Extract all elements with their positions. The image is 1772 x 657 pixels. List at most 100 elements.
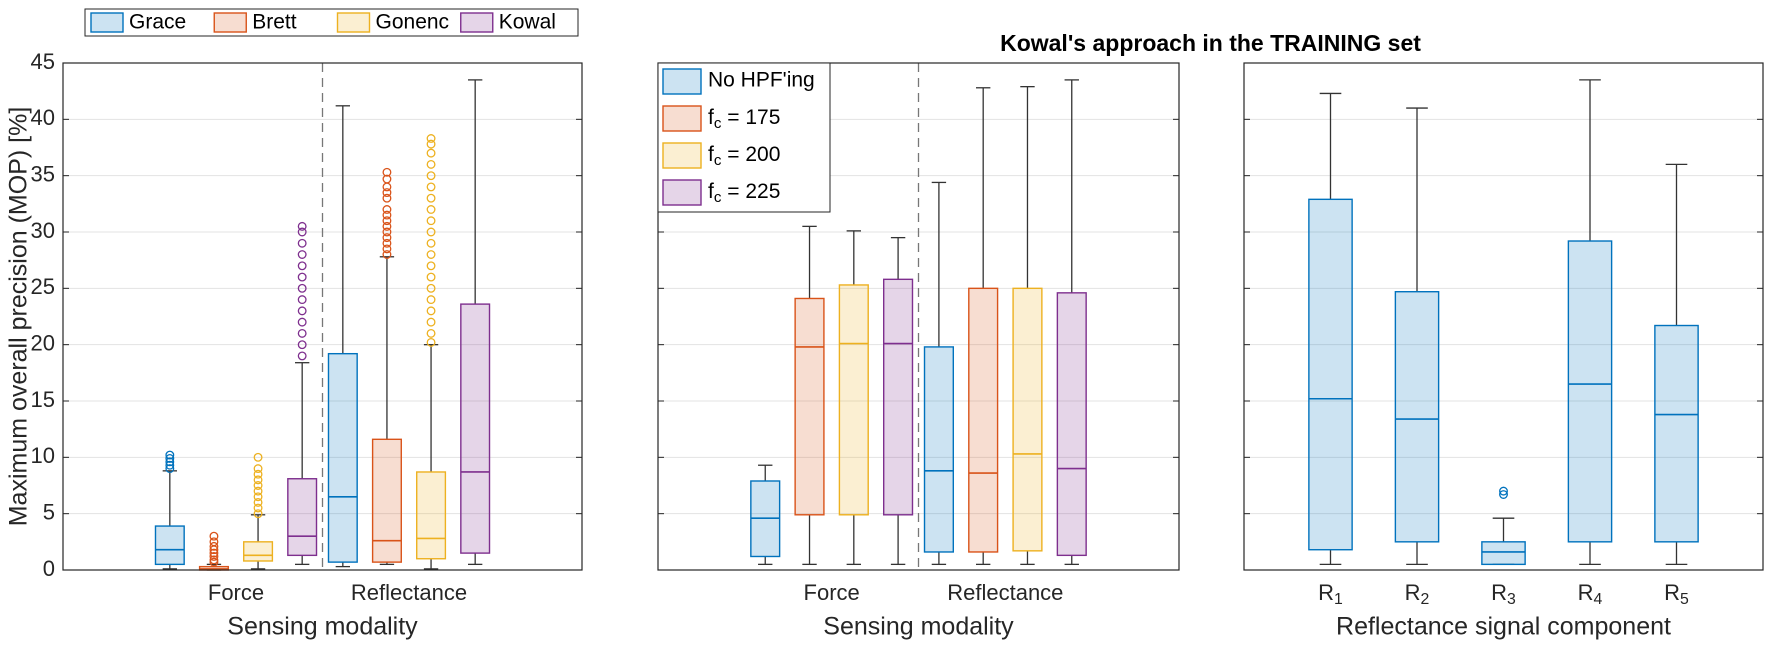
outlier (426, 337, 436, 347)
outlier (165, 450, 175, 460)
legend-label: Brett (252, 11, 297, 34)
outlier (426, 306, 436, 316)
outlier (253, 503, 263, 513)
outlier (297, 227, 307, 237)
x-tick-label: Reflectance (947, 580, 1063, 605)
outlier (297, 295, 307, 305)
legend-label: fc = 200 (708, 143, 780, 169)
y-tick-label: 45 (31, 49, 55, 74)
outlier (382, 227, 392, 237)
outlier (209, 555, 219, 565)
box (1308, 198, 1353, 551)
outlier (297, 306, 307, 316)
outlier (382, 238, 392, 248)
legend-swatch (662, 179, 702, 206)
outlier (1499, 486, 1508, 496)
outlier (426, 205, 436, 214)
outlier (426, 139, 436, 149)
outlier (297, 221, 307, 231)
outlier (426, 283, 436, 293)
y-tick-label: 25 (31, 274, 55, 299)
legend-swatch (662, 68, 702, 95)
outlier (426, 159, 436, 169)
legend-label: Kowal (499, 11, 556, 34)
outlier (209, 537, 219, 547)
x-axis-label: Sensing modality (823, 613, 1014, 641)
outlier (382, 250, 392, 259)
outlier (209, 548, 219, 558)
y-axis-label: Maximum overall precision (MOP) [%] (5, 107, 33, 527)
outlier (426, 171, 436, 181)
outlier (253, 509, 263, 519)
box (154, 525, 185, 566)
legend-swatch (336, 12, 371, 33)
outlier (297, 340, 307, 350)
outlier (382, 174, 392, 184)
axes-frame (62, 62, 583, 571)
x-tick-label: R3 (1491, 580, 1516, 608)
outlier (253, 481, 263, 490)
legend-label: Gonenc (376, 11, 450, 34)
outlier (382, 205, 392, 214)
axes-frame (657, 62, 1180, 571)
box (460, 303, 491, 554)
outlier (426, 134, 436, 143)
box (1567, 240, 1613, 543)
legend-label: Grace (129, 11, 186, 34)
box (968, 287, 999, 553)
box (327, 352, 358, 563)
box (416, 471, 447, 560)
outlier (1499, 490, 1508, 499)
chart-title: Kowal's approach in the TRAINING set (1000, 30, 1421, 56)
y-tick-label: 15 (31, 387, 55, 412)
outlier (426, 227, 436, 237)
outlier (382, 233, 392, 243)
legend-swatch (662, 105, 702, 132)
y-tick-label: 30 (31, 218, 55, 243)
x-tick-label: R1 (1318, 580, 1343, 608)
box (923, 346, 954, 553)
box (243, 541, 274, 562)
y-tick-label: 35 (31, 161, 55, 186)
outlier (253, 497, 263, 507)
outlier (382, 188, 392, 198)
outlier (165, 457, 175, 467)
legend-label: fc = 175 (708, 106, 780, 132)
outlier (382, 244, 392, 254)
box (1654, 324, 1699, 543)
box (883, 278, 914, 516)
x-axis-label: Sensing modality (227, 613, 418, 641)
outlier (426, 238, 436, 248)
box (371, 438, 402, 563)
box (838, 284, 869, 516)
legend-label: No HPF'ing (708, 69, 815, 92)
outlier (426, 328, 436, 338)
outlier (426, 261, 436, 271)
legend-box (84, 8, 579, 37)
outlier (426, 317, 436, 327)
y-tick-label: 0 (43, 556, 55, 581)
outlier (253, 469, 263, 479)
x-tick-label: R4 (1578, 580, 1603, 608)
outlier (297, 238, 307, 248)
outlier (253, 464, 263, 474)
x-tick-label: R2 (1405, 580, 1430, 608)
box (1481, 541, 1526, 566)
x-tick-label: Reflectance (351, 580, 467, 605)
y-tick-label: 40 (31, 105, 55, 130)
outlier (426, 193, 436, 203)
outlier (297, 261, 307, 271)
outlier (297, 272, 307, 282)
y-tick-label: 5 (43, 499, 55, 524)
outlier (297, 351, 307, 361)
x-axis-label: Reflectance signal component (1336, 613, 1671, 641)
box (794, 297, 825, 516)
outlier (426, 250, 436, 259)
box (1394, 291, 1440, 543)
legend-swatch (460, 12, 494, 33)
outlier (165, 460, 175, 470)
legend-label: fc = 225 (708, 180, 780, 206)
box (1056, 292, 1087, 557)
outlier (253, 475, 263, 485)
